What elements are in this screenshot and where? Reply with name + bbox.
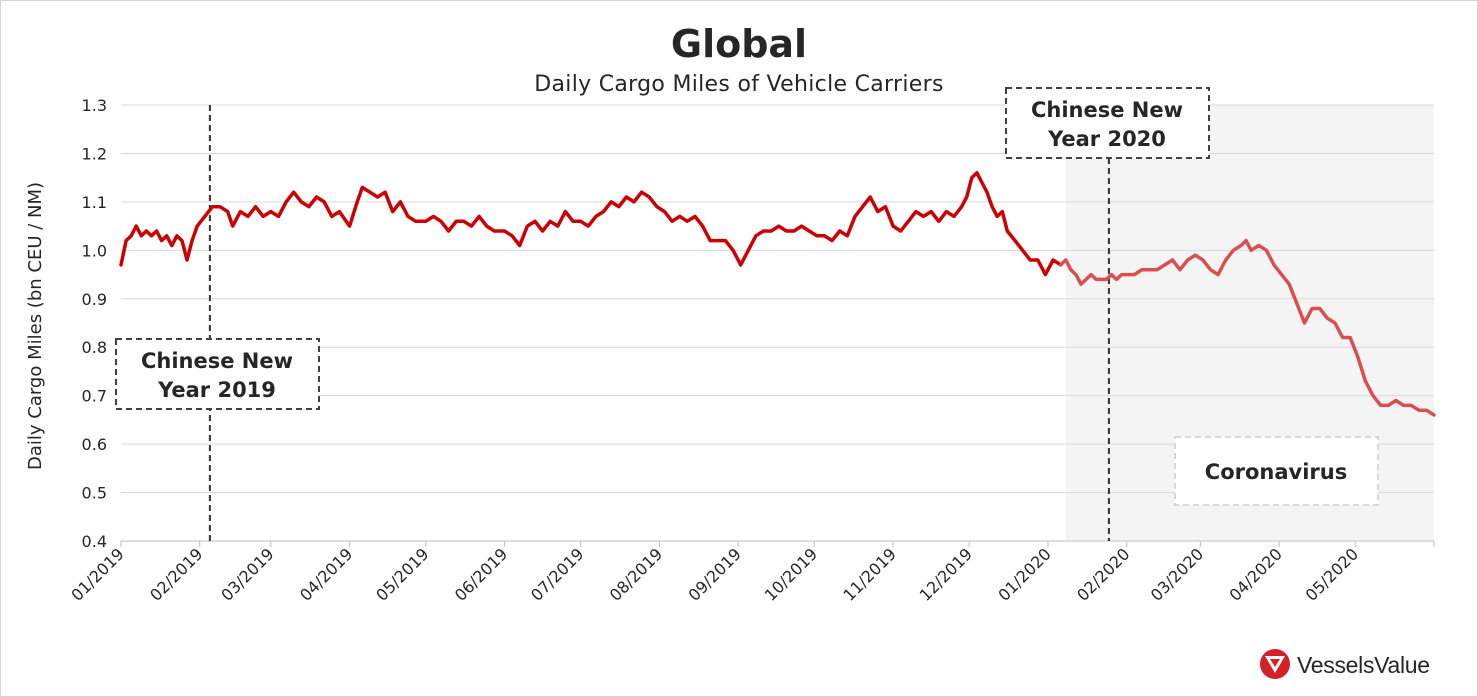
y-tick-label: 1.0 <box>82 241 107 260</box>
y-tick-label: 0.8 <box>82 338 107 357</box>
y-axis-label: Daily Cargo Miles (bn CEU / NM) <box>25 182 46 470</box>
x-tick-label: 01/2019 <box>67 544 127 604</box>
x-tick-label: 12/2019 <box>916 544 976 604</box>
logo-wordmark: VesselsValue <box>1297 652 1430 678</box>
annotation-chinese-new-year-2019: Chinese New Year 2019 <box>115 338 320 410</box>
annotation-box <box>115 338 320 410</box>
annotation-line-1: Chinese New <box>1031 98 1183 122</box>
y-tick-label: 1.1 <box>82 193 107 212</box>
annotation-chinese-new-year-2020: Chinese New Year 2020 <box>1005 87 1210 159</box>
y-tick-label: 0.9 <box>82 290 107 309</box>
y-tick-label: 1.2 <box>82 144 107 163</box>
vesselsvalue-logo: VesselsValue <box>1260 649 1430 679</box>
x-tick-label: 09/2019 <box>685 544 745 604</box>
x-tick-label: 02/2019 <box>146 544 206 604</box>
x-tick-label: 05/2020 <box>1302 544 1362 604</box>
y-tick-label: 0.4 <box>82 532 107 551</box>
vesselsvalue-logo-icon <box>1260 649 1290 679</box>
y-tick-labels: 0.4 0.5 0.6 0.7 0.8 0.9 1.0 1.1 1.2 1.3 <box>82 96 107 551</box>
annotation-line-1: Coronavirus <box>1205 460 1347 484</box>
x-tick-label: 01/2020 <box>994 544 1054 604</box>
annotation-line-2: Year 2020 <box>1047 127 1166 151</box>
y-tick-label: 0.5 <box>82 484 107 503</box>
x-axis: 01/2019 02/2019 03/2019 04/2019 05/2019 06/20… <box>67 540 1435 605</box>
x-tick-label: 11/2019 <box>839 544 899 604</box>
x-tick-label: 08/2019 <box>606 544 666 604</box>
x-tick-label: 10/2019 <box>761 544 821 604</box>
series-line-2019 <box>119 171 1063 277</box>
x-tick-label: 04/2020 <box>1225 544 1285 604</box>
annotation-box <box>1005 87 1210 159</box>
x-tick-label: 07/2019 <box>527 544 587 604</box>
y-tick-label: 0.7 <box>82 387 107 406</box>
x-tick-label: 03/2019 <box>217 544 277 604</box>
chart-title: Global <box>671 22 807 66</box>
x-tick-label: 03/2020 <box>1147 544 1207 604</box>
annotation-box <box>1174 436 1379 506</box>
annotation-coronavirus: Coronavirus <box>1174 436 1379 506</box>
y-tick-label: 0.6 <box>82 435 107 454</box>
chart-subtitle: Daily Cargo Miles of Vehicle Carriers <box>534 72 943 97</box>
series-line-2020 <box>1058 238 1436 417</box>
x-tick-label: 02/2020 <box>1073 544 1133 604</box>
x-tick-label: 06/2019 <box>451 544 511 604</box>
y-gridlines <box>121 104 1434 494</box>
x-tick-label: 05/2019 <box>372 544 432 604</box>
x-tick-label: 04/2019 <box>296 544 356 604</box>
y-tick-label: 1.3 <box>82 96 107 115</box>
annotation-line-2: Year 2019 <box>157 378 276 402</box>
annotation-line-1: Chinese New <box>141 349 293 373</box>
